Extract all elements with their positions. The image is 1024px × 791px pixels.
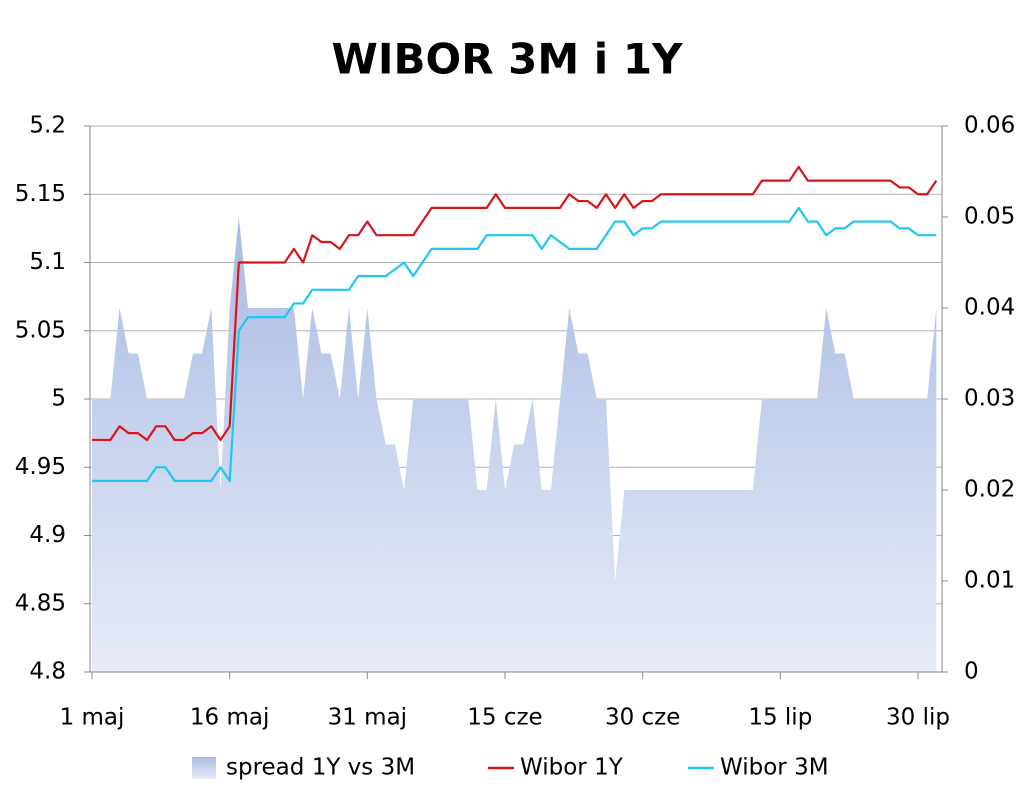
- y-tick-label: 5.15: [15, 181, 66, 207]
- y2-tick-label: 0.06: [964, 113, 1015, 139]
- spread-area: [92, 217, 937, 672]
- y-tick-label: 4.85: [15, 590, 66, 616]
- chart-title: WIBOR 3M i 1Y: [332, 35, 684, 84]
- y-tick-label: 4.9: [29, 522, 66, 548]
- y2-tick-label: 0.04: [964, 295, 1015, 321]
- y2-tick-label: 0.02: [964, 477, 1015, 503]
- legend-label: spread 1Y vs 3M: [226, 755, 415, 781]
- x-tick-label: 15 cze: [467, 705, 542, 731]
- x-tick-label: 31 maj: [328, 705, 407, 731]
- y2-tick-label: 0.01: [964, 568, 1015, 594]
- series-line: [92, 206, 937, 482]
- legend-label: Wibor 3M: [720, 755, 829, 781]
- y2-tick-label: 0.05: [964, 204, 1015, 230]
- x-tick-label: 15 lip: [748, 705, 812, 731]
- series-line: [92, 165, 938, 442]
- legend-swatch: [192, 757, 216, 779]
- y2-tick-label: 0: [964, 659, 979, 685]
- y-tick-label: 5.05: [15, 317, 66, 343]
- y-tick-label: 4.8: [29, 659, 66, 685]
- y-tick-label: 5: [51, 386, 66, 412]
- x-tick-label: 1 maj: [60, 705, 125, 731]
- x-tick-label: 30 lip: [886, 705, 950, 731]
- legend-label: Wibor 1Y: [520, 755, 624, 781]
- x-tick-label: 16 maj: [190, 705, 269, 731]
- y2-tick-label: 0.03: [964, 386, 1015, 412]
- y-tick-label: 5.1: [29, 249, 66, 275]
- x-tick-label: 30 cze: [605, 705, 680, 731]
- y-tick-label: 4.95: [15, 454, 66, 480]
- y-tick-label: 5.2: [29, 113, 66, 139]
